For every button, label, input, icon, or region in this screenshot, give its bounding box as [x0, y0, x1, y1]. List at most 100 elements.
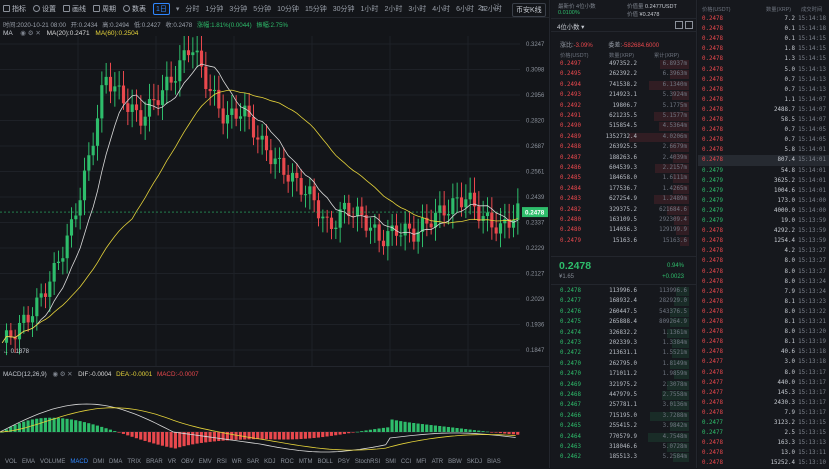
- indicator-tab-emv[interactable]: EMV: [198, 459, 212, 465]
- candlestick-plot[interactable]: 0.3247 0.3098 0.2956 0.2820 0.2687 0.2561 0.24…: [0, 36, 550, 366]
- book-layout-icon[interactable]: [675, 21, 683, 29]
- macd-plot[interactable]: [0, 380, 550, 458]
- book-row[interactable]: 0.2469 321975.2 2.3078m: [551, 380, 697, 390]
- indicator-tab-stochrsi[interactable]: StochRSI: [354, 459, 381, 465]
- book-row[interactable]: 0.2479 15163.6 15163.6: [551, 236, 697, 246]
- book-row[interactable]: 0.2477 168932.4 282929.0: [551, 296, 697, 307]
- book-row[interactable]: 0.2494 741538.2 6.1340m: [551, 80, 697, 90]
- book-row[interactable]: 0.2474 326832.2 1.1361m: [551, 328, 697, 338]
- ma20-value: MA(20):0.2471: [46, 30, 90, 37]
- trade-row: 0.2478 2488.7 15:14:07: [698, 105, 829, 115]
- interval-4[interactable]: 10分钟: [277, 5, 299, 13]
- indicator-tab-cci[interactable]: CCI: [400, 459, 412, 465]
- book-row[interactable]: 0.2465 255415.2 3.9842m: [551, 421, 697, 432]
- interval-5[interactable]: 15分钟: [304, 5, 327, 13]
- book-qty: 113996.6: [609, 288, 637, 294]
- indicator-tool[interactable]: 指标: [3, 4, 26, 14]
- indicator-tab-volume[interactable]: VOLUME: [40, 459, 66, 465]
- indicator-tab-obv[interactable]: OBV: [181, 459, 194, 465]
- book-row[interactable]: 0.2467 257781.1 3.0136m: [551, 400, 697, 411]
- fullscreen-icon[interactable]: ⛶: [494, 4, 499, 11]
- book-row[interactable]: 0.2466 715195.0 3.7288m: [551, 411, 697, 421]
- book-row[interactable]: 0.2470 262795.0 1.8149m: [551, 359, 697, 369]
- indicator-tab-wr[interactable]: WR: [231, 459, 242, 465]
- book-row[interactable]: 0.2478 113996.6 113996.6: [551, 286, 697, 296]
- indicator-tab-boll[interactable]: BOLL: [317, 459, 333, 465]
- macd-tools-icon[interactable]: ◉ ⚙ ✕: [52, 371, 73, 378]
- kline-chart-panel[interactable]: 指标 设置 画线 周期 数表 1日 ▾ 分时 1分钟 3分钟 5分钟 10分钟 15分钟 3…: [0, 0, 550, 468]
- book-row[interactable]: 0.2482 329375.2 621684.6: [551, 205, 697, 215]
- interval-3[interactable]: 5分钟: [253, 5, 272, 13]
- book-row[interactable]: 0.2488 263925.5 2.6679m: [551, 142, 697, 153]
- macd-bar: [9, 426, 13, 432]
- candle-body: [256, 137, 260, 140]
- interval-12[interactable]: 12小时: [480, 5, 502, 13]
- interval-8[interactable]: 2小时: [384, 5, 403, 13]
- book-row[interactable]: 0.2472 213631.1 1.5521m: [551, 348, 697, 359]
- interval-6[interactable]: 30分钟: [332, 5, 355, 13]
- book-row[interactable]: 0.2487 188263.6 2.4039m: [551, 153, 697, 163]
- period-tool[interactable]: 周期: [93, 4, 116, 14]
- macd-bar: [394, 420, 398, 432]
- depth-bar: [673, 453, 689, 463]
- book-row[interactable]: 0.2485 184658.0 1.6111m: [551, 173, 697, 184]
- kline-source-select[interactable]: 币安K线: [512, 3, 546, 17]
- indicator-tab-skdj[interactable]: SKDJ: [466, 459, 483, 465]
- book-row[interactable]: 0.2480 163109.5 292309.4: [551, 215, 697, 225]
- interval-1[interactable]: 1分钟: [205, 5, 224, 13]
- book-row[interactable]: 0.2492 19806.7 5.1775m: [551, 101, 697, 111]
- data-table-tool[interactable]: 数表: [123, 4, 146, 14]
- interval-9[interactable]: 3小时: [408, 5, 427, 13]
- book-row[interactable]: 0.2493 214923.1 5.3924m: [551, 90, 697, 101]
- book-row[interactable]: 0.2475 265888.4 809264.9: [551, 317, 697, 328]
- interval-selected[interactable]: 1日: [153, 2, 170, 15]
- book-filter-icon[interactable]: [685, 21, 693, 29]
- book-row[interactable]: 0.2497 497352.2 6.8937m: [551, 59, 697, 69]
- book-row[interactable]: 0.2490 515854.5 4.5364m: [551, 121, 697, 132]
- refresh-rate[interactable]: 2s: [478, 5, 486, 12]
- book-row[interactable]: 0.2463 318046.6 5.0728m: [551, 442, 697, 452]
- indicator-tab-bias[interactable]: BIAS: [487, 459, 501, 465]
- indicator-tab-vol[interactable]: VOL: [5, 459, 18, 465]
- indicator-tab-brar[interactable]: BRAR: [146, 459, 163, 465]
- indicator-tab-roc[interactable]: ROC: [280, 459, 294, 465]
- indicator-tab-sar[interactable]: SAR: [246, 459, 260, 465]
- indicator-tab-vr[interactable]: VR: [167, 459, 177, 465]
- trade-qty: 4000.0: [774, 207, 795, 214]
- book-row[interactable]: 0.2495 262392.2 6.3963m: [551, 69, 697, 80]
- book-row[interactable]: 0.2486 604539.3 2.2157m: [551, 163, 697, 173]
- book-row[interactable]: 0.2468 447979.5 2.7558m: [551, 390, 697, 400]
- eye-icon[interactable]: ◉ ⚙ ✕: [20, 30, 41, 37]
- book-row[interactable]: 0.2470 171011.2 1.9859m: [551, 369, 697, 380]
- book-row[interactable]: 0.2464 770579.9 4.7548m: [551, 432, 697, 442]
- indicator-tab-rsi[interactable]: RSI: [216, 459, 227, 465]
- book-row[interactable]: 0.2480 114036.3 129199.9: [551, 225, 697, 236]
- book-row[interactable]: 0.2483 627254.9 1.2489m: [551, 194, 697, 205]
- book-row[interactable]: 0.2476 260447.5 543376.5: [551, 307, 697, 317]
- interval-7[interactable]: 1小时: [360, 5, 379, 13]
- book-row[interactable]: 0.2473 202339.3 1.3384m: [551, 338, 697, 348]
- book-row[interactable]: 0.2489 1352732.4 4.0206m: [551, 132, 697, 142]
- indicator-tab-ema[interactable]: EMA: [22, 459, 36, 465]
- book-row[interactable]: 0.2491 621235.5 5.1577m: [551, 111, 697, 121]
- precision-select[interactable]: 4位小数 ▾: [557, 24, 585, 31]
- interval-2[interactable]: 3分钟: [229, 5, 248, 13]
- settings-tool[interactable]: 设置: [33, 4, 56, 14]
- interval-0[interactable]: 分时: [185, 5, 200, 13]
- indicator-tab-mtm[interactable]: MTM: [298, 459, 313, 465]
- draw-tool[interactable]: 画线: [63, 4, 86, 14]
- indicator-tab-mfi[interactable]: MFI: [416, 459, 427, 465]
- indicator-tab-macd[interactable]: MACD: [70, 459, 89, 465]
- indicator-tab-psy[interactable]: PSY: [337, 459, 350, 465]
- indicator-tab-kdj[interactable]: KDJ: [264, 459, 276, 465]
- indicator-tab-bbw[interactable]: BBW: [448, 459, 462, 465]
- book-row[interactable]: 0.2462 185513.3 5.2584m: [551, 452, 697, 463]
- indicator-tab-smi[interactable]: SMI: [385, 459, 396, 465]
- indicator-tab-trix[interactable]: TRIX: [127, 459, 142, 465]
- book-row[interactable]: 0.2484 177536.7 1.4265m: [551, 184, 697, 194]
- interval-11[interactable]: 6小时: [456, 5, 475, 13]
- indicator-tab-dma[interactable]: DMA: [109, 459, 123, 465]
- indicator-tab-atr[interactable]: ATR: [431, 459, 444, 465]
- interval-10[interactable]: 4小时: [432, 5, 451, 13]
- indicator-tab-dmi[interactable]: DMI: [93, 459, 105, 465]
